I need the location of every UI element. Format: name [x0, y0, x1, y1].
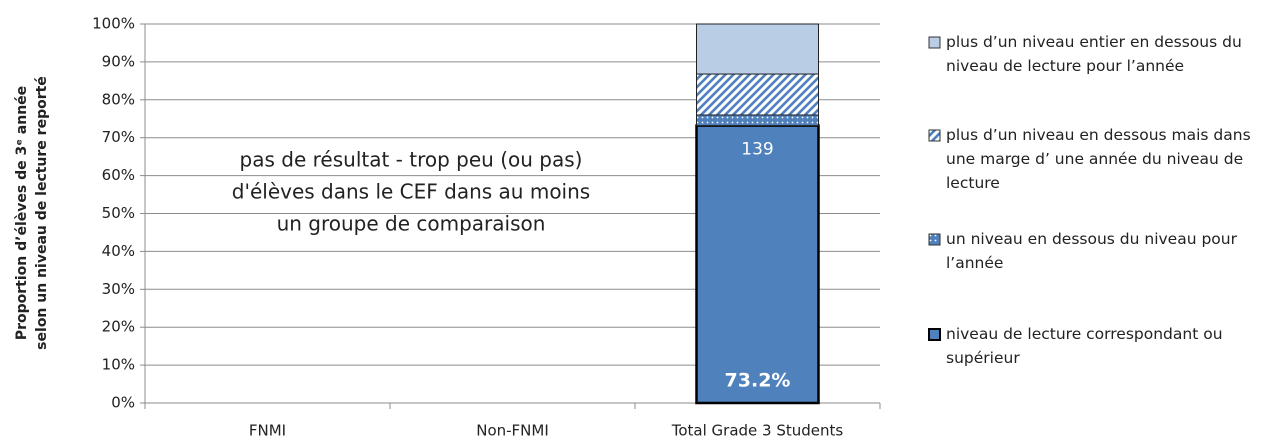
y-tick-label: 40%: [102, 242, 135, 260]
legend-label: plus d’un niveau en dessous mais dans un…: [946, 126, 1251, 192]
legend-entry: un niveau en dessous du niveau pour l’an…: [928, 227, 1268, 275]
legend-swatch: [928, 129, 941, 142]
legend-entry: plus d’un niveau entier en dessous du ni…: [928, 30, 1268, 78]
y-tick-label: 0%: [111, 394, 135, 412]
data-label: 73.2%: [725, 370, 791, 392]
legend-swatch-rect: [928, 233, 941, 246]
x-tick-label: Non-FNMI: [476, 422, 549, 440]
y-tick-label: 100%: [92, 15, 135, 33]
y-tick-label: 60%: [102, 166, 135, 184]
legend-swatch-rect: [928, 36, 941, 49]
bar-segment: [696, 114, 819, 127]
legend-entry: niveau de lecture correspondant ou supér…: [928, 322, 1268, 370]
y-tick-label: 70%: [102, 128, 135, 146]
legend-label: un niveau en dessous du niveau pour l’an…: [946, 230, 1237, 272]
y-tick-label: 20%: [102, 318, 135, 336]
y-tick-label: 90%: [102, 52, 135, 70]
note: pas de résultat - trop peu (ou pas): [240, 148, 583, 172]
y-axis-label: selon un niveau de lecture reporté: [34, 76, 50, 350]
legend-swatch: [928, 328, 941, 341]
bar-segment: [696, 23, 819, 75]
legend-swatch: [928, 36, 941, 49]
legend-label: niveau de lecture correspondant ou supér…: [946, 325, 1223, 367]
bar-segment: [696, 73, 819, 116]
x-tick-label: FNMI: [249, 422, 286, 440]
legend-label: plus d’un niveau entier en dessous du ni…: [946, 33, 1242, 75]
y-tick-label: 50%: [102, 204, 135, 222]
y-tick-label: 10%: [102, 356, 135, 374]
legend-swatch-rect: [928, 129, 941, 142]
legend-swatch: [928, 233, 941, 246]
note: un groupe de comparaison: [277, 212, 546, 236]
y-tick-label: 30%: [102, 280, 135, 298]
note: d'élèves dans le CEF dans au moins: [232, 180, 590, 204]
bar-segment: [695, 124, 820, 405]
y-axis-label: Proportion d’élèves de 3ᵉ année: [14, 86, 30, 340]
legend-swatch-rect: [928, 328, 941, 341]
y-tick-label: 80%: [102, 90, 135, 108]
x-tick-label: Total Grade 3 Students: [671, 422, 844, 440]
legend-entry: plus d’un niveau en dessous mais dans un…: [928, 123, 1268, 195]
annotation: 139: [741, 140, 773, 160]
